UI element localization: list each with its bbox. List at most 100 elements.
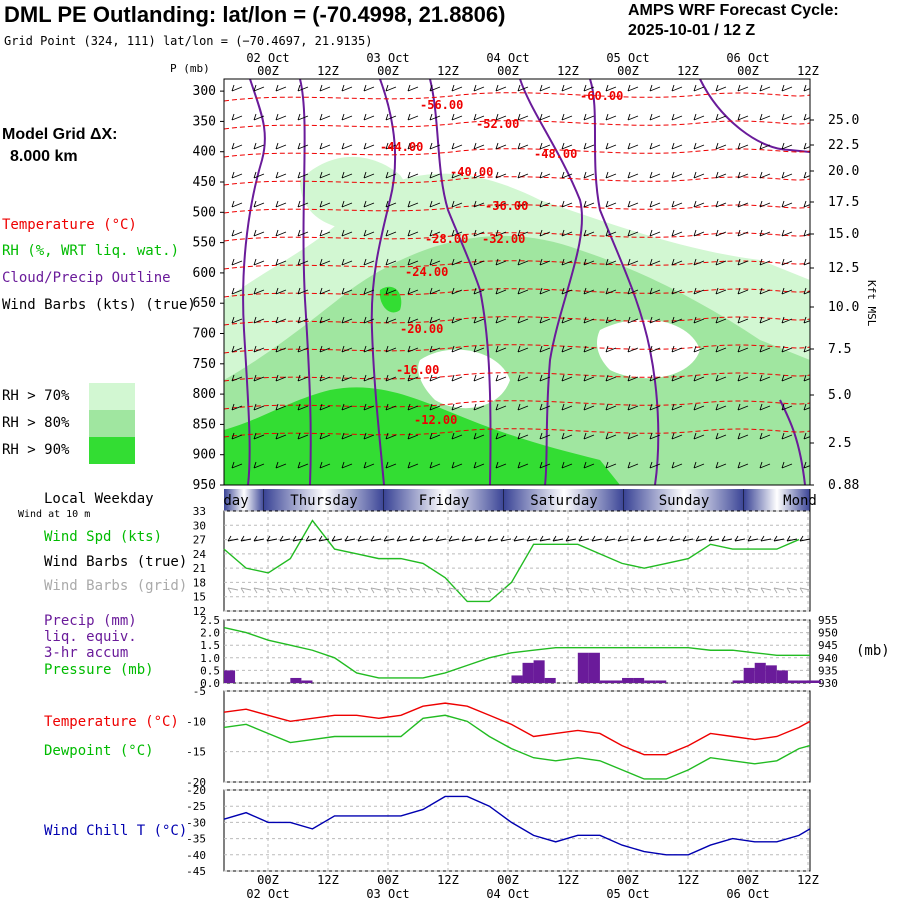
wind-barb: [407, 316, 419, 324]
top-date-label: 04 Oct: [486, 51, 529, 65]
grid-wind-barb: [656, 587, 668, 594]
surface-wind-barb: [487, 535, 499, 542]
wind-barb: [605, 229, 617, 237]
temperature-contour-label: -60.00: [580, 89, 623, 103]
height-tick-label: 12.5: [828, 261, 859, 276]
wind-barb: [649, 258, 661, 266]
top-hour-label: 00Z: [737, 64, 759, 78]
wind-barb: [275, 345, 287, 353]
bottom-hour-label: 00Z: [497, 873, 519, 887]
wind-barb: [671, 287, 683, 295]
temperature-contour: [224, 176, 810, 186]
wind-barb: [605, 142, 617, 150]
weekday-band-segment: [224, 489, 264, 511]
grid-wind-barb: [422, 587, 434, 594]
wind-barb: [693, 461, 705, 469]
wind-barb: [297, 316, 309, 324]
temperature-contour-label: -44.00: [380, 140, 423, 154]
bottom-hour-label: 12Z: [557, 873, 579, 887]
wind-barb: [605, 432, 617, 440]
wind-barb: [671, 345, 683, 353]
grid-wind-barb: [396, 587, 408, 594]
wind-barb: [561, 200, 573, 208]
pressure-tick-label: 800: [193, 387, 216, 402]
wind-barb: [539, 403, 551, 411]
wind-barb: [693, 84, 705, 92]
wind-barb: [715, 84, 727, 92]
wind-barb: [649, 374, 661, 382]
height-tick-label: 10.0: [828, 300, 859, 315]
temperature-contour-label: -20.00: [400, 322, 443, 336]
wind-barb: [539, 258, 551, 266]
temperature-contour-label: -16.00: [396, 363, 439, 377]
wind-barb: [649, 287, 661, 295]
wind-barb: [253, 432, 265, 440]
temperature-contour-label: -48.00: [534, 147, 577, 161]
temperature-tick-label: -15: [186, 746, 206, 759]
temperature-contour: [224, 316, 810, 326]
wind-barb: [253, 258, 265, 266]
wind-barb: [759, 142, 771, 150]
pressure-tick-label: 650: [193, 296, 216, 311]
wind-barb: [759, 316, 771, 324]
wind-barb: [781, 113, 793, 121]
precip-bar: [633, 677, 645, 683]
wind-barb: [231, 113, 243, 121]
grid-wind-barb: [370, 587, 382, 594]
top-hour-label: 12Z: [317, 64, 339, 78]
precip-bar: [754, 662, 766, 683]
surface-wind-barb: [435, 535, 447, 542]
temperature-contour: [224, 288, 810, 298]
wind-barb: [407, 113, 419, 121]
wind-barb: [451, 142, 463, 150]
wind-barb: [319, 432, 331, 440]
wind-barb: [781, 345, 793, 353]
wind-barb: [253, 345, 265, 353]
grid-wind-barb: [331, 587, 343, 594]
wind-barb: [473, 461, 485, 469]
surface-wind-barb: [266, 535, 278, 542]
wind-barb: [231, 84, 243, 92]
wind-barb: [319, 229, 331, 237]
bottom-hour-label: 12Z: [317, 873, 339, 887]
rh-area: [224, 387, 620, 485]
wind-barb: [319, 200, 331, 208]
wind-barb: [583, 345, 595, 353]
wind-barb: [649, 229, 661, 237]
pressure-tick-label: 940: [818, 652, 838, 665]
wind-barb: [605, 316, 617, 324]
legend-wind-barbs: Wind Barbs (kts) (true): [2, 297, 196, 313]
wind-barb: [627, 432, 639, 440]
surface-wind-barb: [396, 535, 408, 542]
precip-tick-label: 2.5: [200, 614, 220, 627]
wind-barb: [803, 258, 810, 266]
wind-barb: [341, 316, 353, 324]
precip-bar: [787, 680, 799, 683]
height-tick-label: 0.88: [828, 478, 859, 493]
pressure-tick-label: 930: [818, 677, 838, 690]
wind-barb: [627, 142, 639, 150]
temperature-tick-label: -5: [193, 685, 206, 698]
wind-barb: [715, 171, 727, 179]
legend-swatch-rh90: [89, 437, 135, 464]
wind-barb: [517, 142, 529, 150]
wind-barb: [715, 403, 727, 411]
wind-barb: [517, 229, 529, 237]
bottom-date-label: 03 Oct: [366, 887, 409, 900]
wind-barb: [583, 432, 595, 440]
wind-barb: [781, 258, 793, 266]
legend-rh: RH (%, WRT liq. wat.): [2, 243, 180, 259]
precip-bar: [810, 680, 822, 683]
pressure-tick-label: 945: [818, 639, 838, 652]
wind-barb: [583, 287, 595, 295]
model-grid-label: Model Grid ΔX:: [2, 126, 118, 143]
wind-barb: [737, 171, 749, 179]
wind-barb: [407, 374, 419, 382]
wind-barb: [495, 84, 507, 92]
rh-area: [418, 349, 510, 409]
wind-barb: [385, 432, 397, 440]
grid-wind-barb: [266, 587, 278, 594]
temperature-contour-label: -56.00: [420, 98, 463, 112]
wind-barb: [561, 113, 573, 121]
